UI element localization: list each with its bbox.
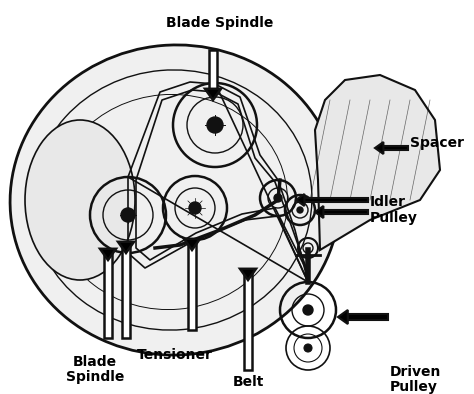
Circle shape	[189, 202, 201, 214]
Polygon shape	[315, 206, 323, 218]
Polygon shape	[118, 242, 134, 253]
Polygon shape	[205, 89, 221, 100]
Ellipse shape	[10, 45, 340, 355]
Polygon shape	[315, 75, 440, 250]
Bar	[323, 210, 368, 214]
Polygon shape	[240, 269, 256, 280]
Text: Blade
Spindle: Blade Spindle	[66, 355, 124, 384]
Text: Blade Spindle: Blade Spindle	[166, 16, 273, 30]
Ellipse shape	[25, 120, 135, 280]
Text: Belt: Belt	[232, 375, 264, 389]
Bar	[209, 50, 218, 89]
Circle shape	[303, 305, 313, 315]
Text: Driven
Pulley: Driven Pulley	[390, 365, 441, 394]
Text: Idler
Pulley: Idler Pulley	[370, 195, 418, 225]
Circle shape	[304, 344, 312, 352]
Circle shape	[207, 117, 223, 133]
Bar	[122, 242, 130, 338]
Bar	[104, 249, 112, 338]
Polygon shape	[338, 310, 348, 324]
Text: Tensioner: Tensioner	[137, 348, 213, 362]
Circle shape	[121, 208, 135, 222]
Bar	[383, 146, 408, 151]
Text: Spacer: Spacer	[410, 136, 464, 150]
Bar	[304, 198, 368, 203]
Circle shape	[297, 207, 303, 213]
Polygon shape	[184, 239, 200, 250]
Polygon shape	[296, 194, 304, 206]
Circle shape	[274, 194, 282, 202]
Bar	[244, 269, 252, 370]
Polygon shape	[100, 249, 116, 260]
Polygon shape	[375, 142, 383, 154]
Bar	[188, 239, 196, 330]
Bar	[348, 314, 388, 320]
